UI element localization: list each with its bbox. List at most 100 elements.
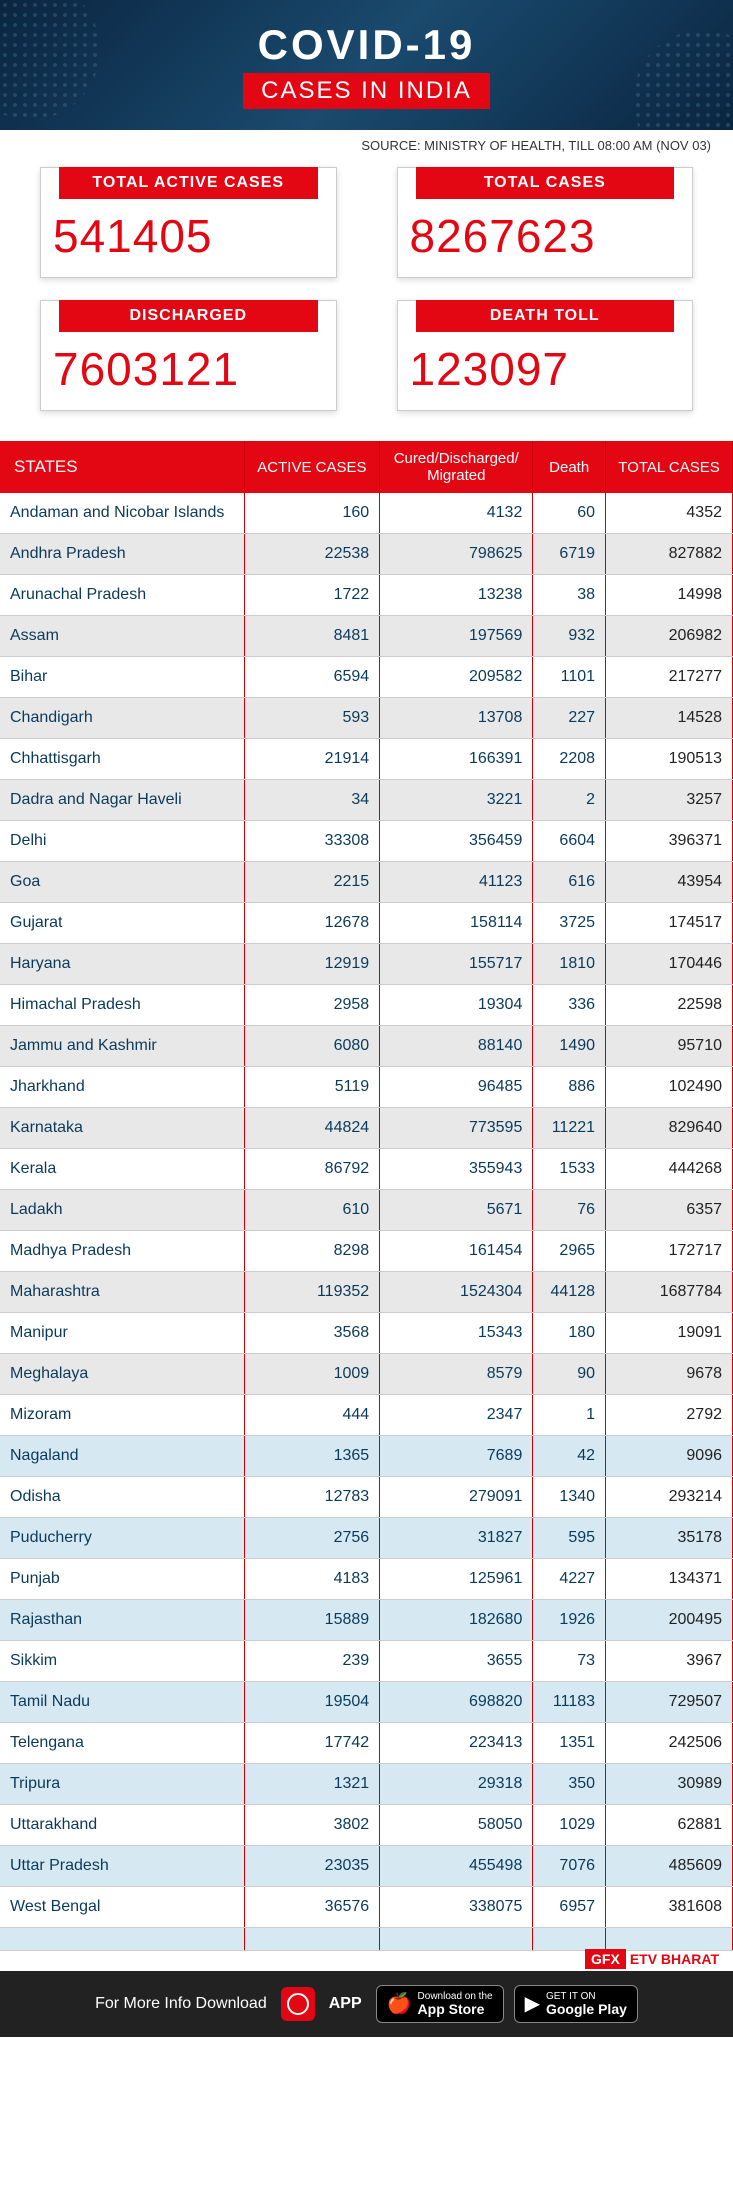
table-cell: 58050 — [380, 1805, 533, 1846]
table-cell: 4132 — [380, 493, 533, 534]
table-cell: 773595 — [380, 1108, 533, 1149]
table-cell: 190513 — [606, 739, 733, 780]
table-cell: 798625 — [380, 534, 533, 575]
table-row: Tamil Nadu1950469882011183729507 — [0, 1682, 733, 1723]
table-cell: 14528 — [606, 698, 733, 739]
column-header: Death — [533, 441, 606, 493]
table-cell: 8298 — [244, 1231, 380, 1272]
stat-label: TOTAL ACTIVE CASES — [59, 167, 318, 199]
table-cell: 41123 — [380, 862, 533, 903]
table-cell: 125961 — [380, 1559, 533, 1600]
table-cell: 13708 — [380, 698, 533, 739]
table-cell: Bihar — [0, 657, 244, 698]
table-cell: 38 — [533, 575, 606, 616]
table-cell: 155717 — [380, 944, 533, 985]
table-row: Arunachal Pradesh1722132383814998 — [0, 575, 733, 616]
table-cell: 102490 — [606, 1067, 733, 1108]
table-cell: 43954 — [606, 862, 733, 903]
table-row: Manipur35681534318019091 — [0, 1313, 733, 1354]
store-badge[interactable]: 🍎Download on theApp Store — [376, 1985, 504, 2023]
table-cell: 1524304 — [380, 1272, 533, 1313]
table-cell: 350 — [533, 1764, 606, 1805]
table-cell: Uttarakhand — [0, 1805, 244, 1846]
table-cell: 239 — [244, 1641, 380, 1682]
table-cell: 13238 — [380, 575, 533, 616]
store-badge[interactable]: ▶GET IT ONGoogle Play — [514, 1985, 638, 2023]
table-row: Jammu and Kashmir608088140149095710 — [0, 1026, 733, 1067]
table-cell: Mizoram — [0, 1395, 244, 1436]
table-cell — [380, 1928, 533, 1951]
table-cell: West Bengal — [0, 1887, 244, 1928]
table-cell: Maharashtra — [0, 1272, 244, 1313]
table-cell: Andhra Pradesh — [0, 534, 244, 575]
table-cell: 616 — [533, 862, 606, 903]
table-cell: Tamil Nadu — [0, 1682, 244, 1723]
store-icon: 🍎 — [387, 1993, 412, 2015]
table-cell: Kerala — [0, 1149, 244, 1190]
table-cell: 23035 — [244, 1846, 380, 1887]
table-cell: Ladakh — [0, 1190, 244, 1231]
table-cell: 200495 — [606, 1600, 733, 1641]
table-cell: 827882 — [606, 534, 733, 575]
table-cell: Nagaland — [0, 1436, 244, 1477]
table-cell: 22598 — [606, 985, 733, 1026]
stat-card: DISCHARGED7603121 — [40, 300, 337, 411]
table-cell: 96485 — [380, 1067, 533, 1108]
table-cell: 19304 — [380, 985, 533, 1026]
table-cell: Jharkhand — [0, 1067, 244, 1108]
table-cell: 2965 — [533, 1231, 606, 1272]
table-row: Uttarakhand380258050102962881 — [0, 1805, 733, 1846]
table-cell: Himachal Pradesh — [0, 985, 244, 1026]
table-cell: 12783 — [244, 1477, 380, 1518]
table-cell: 158114 — [380, 903, 533, 944]
table-cell: 1365 — [244, 1436, 380, 1477]
table-cell: Chhattisgarh — [0, 739, 244, 780]
table-cell: 485609 — [606, 1846, 733, 1887]
table-cell: 6604 — [533, 821, 606, 862]
table-cell: 209582 — [380, 657, 533, 698]
column-header: Cured/Discharged/Migrated — [380, 441, 533, 493]
table-cell: 19091 — [606, 1313, 733, 1354]
table-cell: 3655 — [380, 1641, 533, 1682]
table-cell: 2756 — [244, 1518, 380, 1559]
table-row — [0, 1928, 733, 1951]
footer-text: For More Info Download — [95, 1995, 267, 2013]
table-cell: 17742 — [244, 1723, 380, 1764]
table-cell: 180 — [533, 1313, 606, 1354]
table-cell: 9096 — [606, 1436, 733, 1477]
table-cell: 3257 — [606, 780, 733, 821]
column-header: TOTAL CASES — [606, 441, 733, 493]
table-row: Haryana129191557171810170446 — [0, 944, 733, 985]
table-cell: 610 — [244, 1190, 380, 1231]
table-cell: Puducherry — [0, 1518, 244, 1559]
table-cell: 3802 — [244, 1805, 380, 1846]
table-cell: 44824 — [244, 1108, 380, 1149]
table-cell: 242506 — [606, 1723, 733, 1764]
table-cell: 34 — [244, 780, 380, 821]
table-row: West Bengal365763380756957381608 — [0, 1887, 733, 1928]
stat-label: DEATH TOLL — [416, 300, 675, 332]
table-cell: 2958 — [244, 985, 380, 1026]
table-cell: 76 — [533, 1190, 606, 1231]
table-cell: Haryana — [0, 944, 244, 985]
table-cell: 1340 — [533, 1477, 606, 1518]
table-cell: 29318 — [380, 1764, 533, 1805]
table-cell: 88140 — [380, 1026, 533, 1067]
table-cell: 829640 — [606, 1108, 733, 1149]
stat-card: TOTAL CASES8267623 — [397, 167, 694, 278]
table-cell: 1321 — [244, 1764, 380, 1805]
table-cell: 2 — [533, 780, 606, 821]
stat-value: 7603121 — [41, 332, 336, 410]
table-cell: 338075 — [380, 1887, 533, 1928]
table-cell: 1029 — [533, 1805, 606, 1846]
footer-app-label: APP — [329, 1995, 362, 2013]
table-cell: Telengana — [0, 1723, 244, 1764]
table-cell: 31827 — [380, 1518, 533, 1559]
stat-value: 123097 — [398, 332, 693, 410]
table-cell: 7689 — [380, 1436, 533, 1477]
table-cell: 12919 — [244, 944, 380, 985]
table-cell: 62881 — [606, 1805, 733, 1846]
table-cell: 174517 — [606, 903, 733, 944]
table-cell: 14998 — [606, 575, 733, 616]
table-cell: Karnataka — [0, 1108, 244, 1149]
